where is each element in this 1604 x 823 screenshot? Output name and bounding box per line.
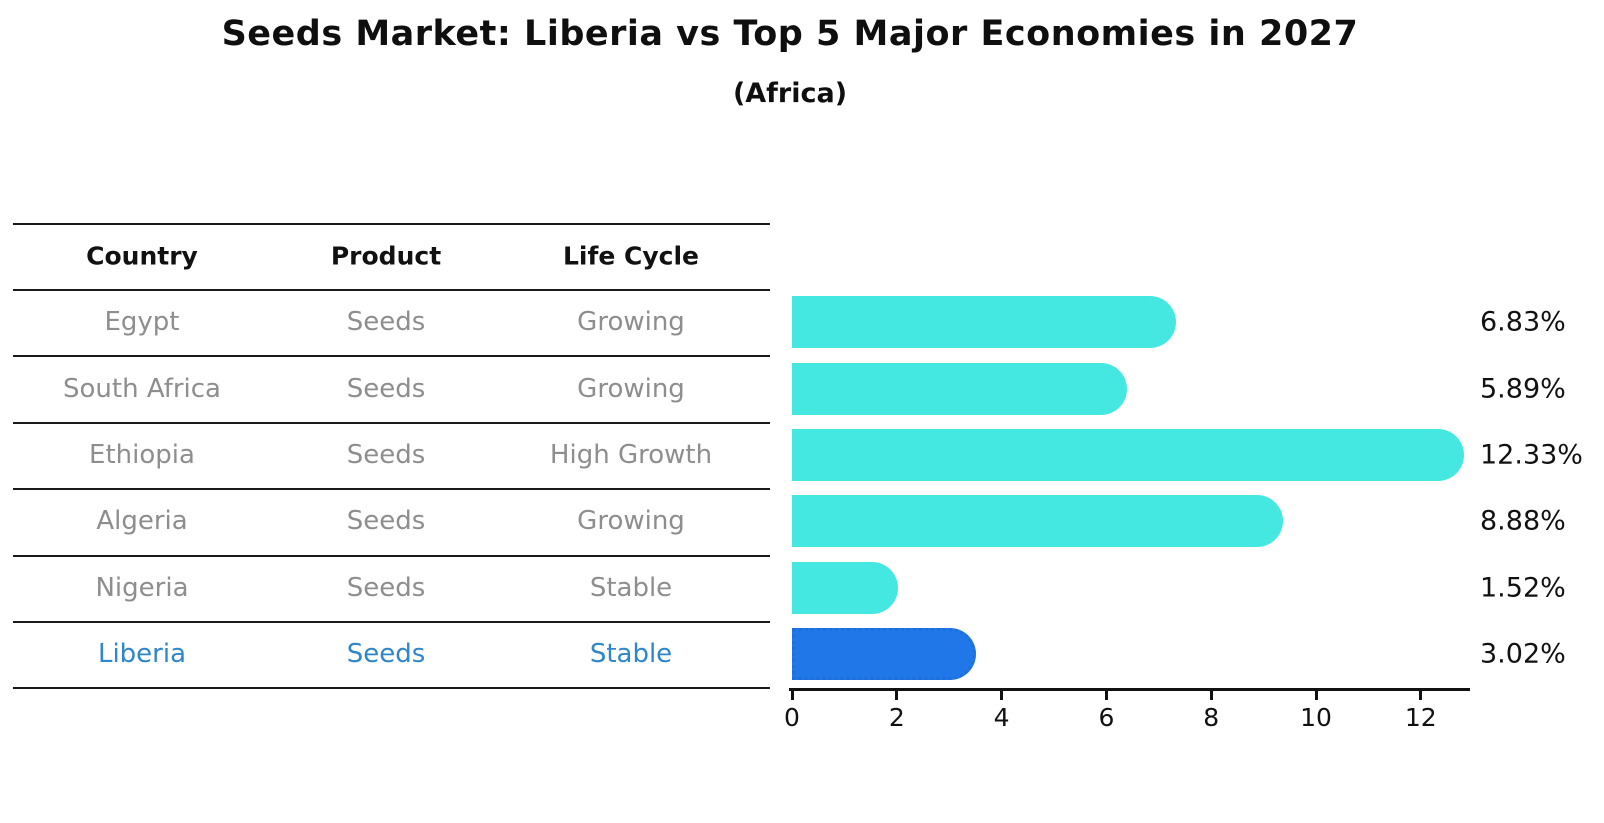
x-axis-tick-label: 2	[888, 703, 905, 732]
table-cell-life-cycle: Stable	[589, 639, 673, 670]
table-header-country: Country	[86, 241, 198, 271]
x-axis-line	[789, 688, 1470, 691]
table-cell-product: Seeds	[346, 440, 426, 470]
x-axis-tick	[1419, 691, 1423, 700]
table-cell-product: Seeds	[346, 373, 426, 404]
bar-liberia-highlight	[792, 628, 977, 681]
x-axis-tick	[1104, 691, 1108, 700]
bar-value-label: 12.33%	[1480, 439, 1583, 471]
table-rule	[13, 621, 770, 623]
table-header-product: Product	[330, 241, 442, 271]
table-rule	[13, 554, 770, 557]
chart-title: Seeds Market: Liberia vs Top 5 Major Eco…	[221, 14, 1359, 54]
table-cell-country: Ethiopia	[89, 440, 195, 470]
x-axis-tick-label: 8	[1203, 703, 1220, 732]
table-rule	[13, 289, 770, 291]
bar-value-label: 8.88%	[1480, 505, 1566, 537]
x-axis-tick	[1000, 691, 1004, 700]
bar-value-label: 1.52%	[1480, 572, 1566, 604]
bar-ethiopia	[792, 429, 1465, 481]
bar-south-africa	[792, 362, 1127, 415]
table-rule	[13, 488, 770, 491]
table-cell-country: South Africa	[63, 373, 221, 404]
table-rule	[13, 421, 770, 424]
chart-subtitle: (Africa)	[732, 78, 848, 109]
table-cell-country: Nigeria	[95, 572, 189, 603]
bar-algeria	[792, 495, 1284, 548]
x-axis-tick-label: 12	[1404, 703, 1437, 732]
x-axis-tick-label: 4	[993, 703, 1010, 732]
table-header-life-cycle: Life Cycle	[562, 241, 700, 271]
bar-nigeria	[792, 561, 898, 614]
table-cell-life-cycle: Growing	[577, 307, 685, 338]
table-rule	[13, 355, 770, 358]
table-rule	[13, 687, 770, 690]
table-rule	[13, 223, 770, 225]
bar-egypt	[792, 296, 1176, 349]
x-axis-tick	[895, 691, 899, 700]
table-cell-life-cycle: High Growth	[549, 440, 713, 470]
x-axis-tick-label: 0	[784, 703, 800, 732]
x-axis-tick	[1209, 691, 1213, 700]
x-axis-tick-label: 10	[1300, 703, 1332, 732]
bar-value-label: 6.83%	[1480, 306, 1566, 338]
table-cell-product: Seeds	[346, 506, 426, 537]
table-cell-product: Seeds	[346, 639, 426, 670]
x-axis-tick	[790, 691, 794, 700]
table-cell-product: Seeds	[346, 572, 426, 603]
table-cell-country: Liberia	[97, 639, 187, 670]
table-cell-country: Egypt	[104, 307, 180, 338]
table-cell-life-cycle: Growing	[577, 506, 685, 537]
x-axis-tick	[1314, 691, 1318, 700]
table-cell-life-cycle: Growing	[577, 373, 685, 404]
table-cell-product: Seeds	[346, 307, 426, 338]
table-cell-country: Algeria	[96, 506, 188, 537]
bar-value-label: 5.89%	[1480, 373, 1566, 405]
x-axis-tick-label: 6	[1098, 703, 1115, 732]
table-cell-life-cycle: Stable	[589, 572, 673, 603]
bar-value-label: 3.02%	[1480, 638, 1566, 670]
